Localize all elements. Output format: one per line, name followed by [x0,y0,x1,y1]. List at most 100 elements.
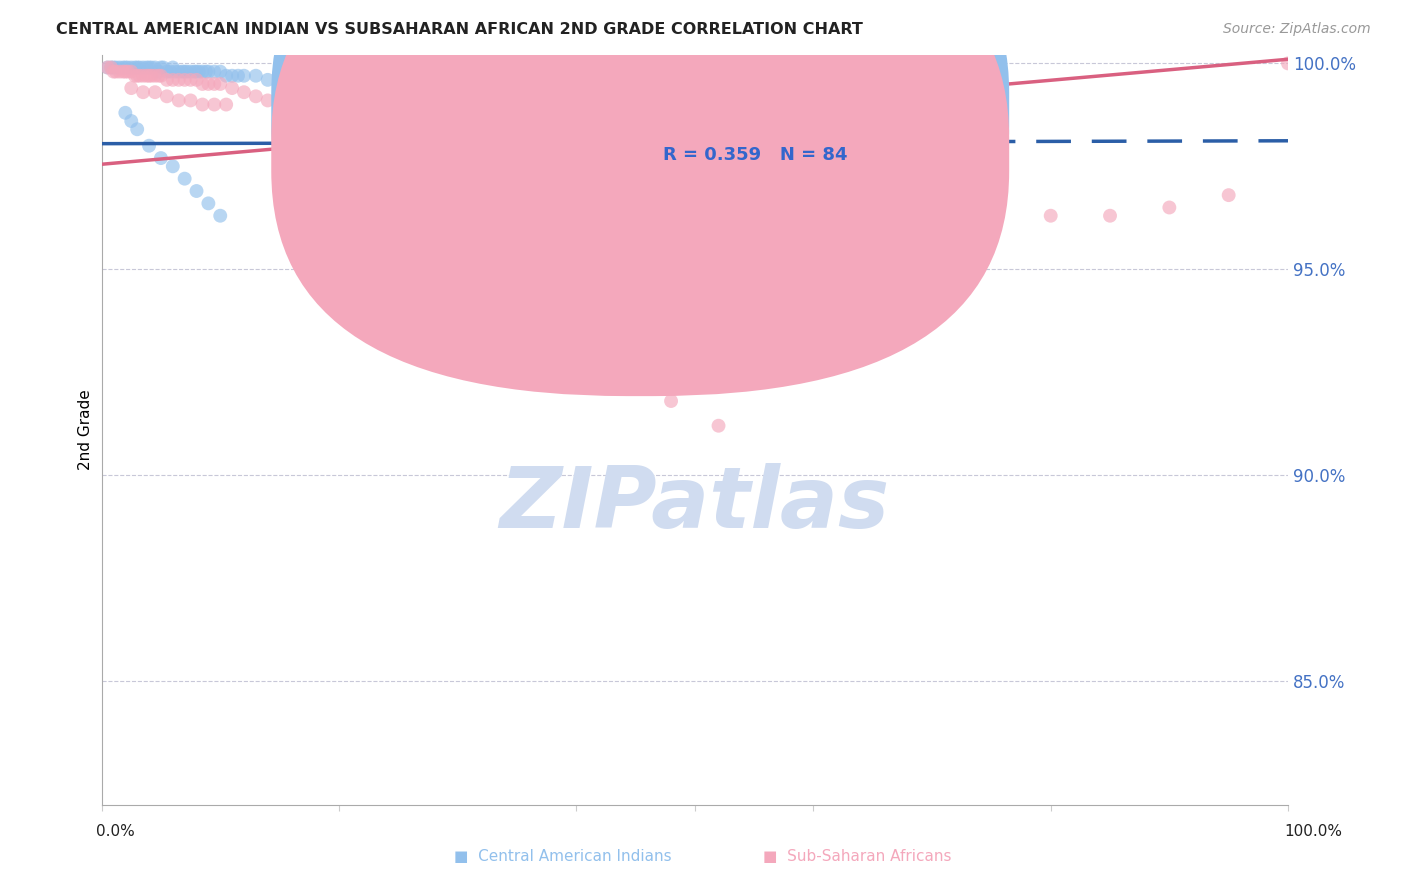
Point [156,73,179,87]
Point [120,114,142,128]
Point [215,69,238,83]
Point [221,69,243,83]
Point [245,89,267,103]
Point [980,201,1002,215]
Point [565,147,588,161]
Point [363,114,385,128]
Point [1277,56,1299,70]
Point [707,171,730,186]
Point [541,143,564,157]
Point [148,69,170,83]
Point [589,151,612,165]
Point [124,69,146,83]
Point [138,61,160,75]
Point [132,69,155,83]
Point [96,61,118,75]
Point [120,64,142,78]
Point [108,64,131,78]
Point [197,196,219,211]
Point [375,102,398,116]
Point [269,94,291,108]
Point [352,97,374,112]
Point [446,122,468,136]
Point [862,184,884,198]
Point [191,97,214,112]
Point [589,188,612,202]
Text: CENTRAL AMERICAN INDIAN VS SUBSAHARAN AFRICAN 2ND GRADE CORRELATION CHART: CENTRAL AMERICAN INDIAN VS SUBSAHARAN AF… [56,22,863,37]
FancyBboxPatch shape [271,0,1010,351]
Point [114,105,136,120]
Point [162,73,184,87]
Point [399,110,422,124]
Point [803,176,825,190]
Point [173,171,195,186]
Text: ■  Sub-Saharan Africans: ■ Sub-Saharan Africans [763,849,952,863]
Point [149,69,172,83]
Point [148,64,170,78]
Point [143,61,166,75]
Point [197,64,219,78]
Point [921,192,943,206]
Point [132,85,155,99]
Point [1159,201,1181,215]
FancyBboxPatch shape [612,74,868,197]
Point [423,118,446,132]
Point [292,81,315,95]
Point [100,61,122,75]
Point [183,64,205,78]
Point [280,97,302,112]
Point [541,180,564,194]
Point [458,130,481,145]
Point [352,110,374,124]
Point [636,159,658,173]
Point [683,168,706,182]
Point [565,147,588,161]
Point [245,69,267,83]
Point [176,64,198,78]
Point [613,155,636,169]
Point [127,69,149,83]
Point [434,127,457,141]
Point [482,135,505,149]
Point [180,94,202,108]
Text: R = 0.002   N = 78: R = 0.002 N = 78 [662,101,848,119]
Point [143,69,166,83]
Point [742,180,765,194]
Point [1218,188,1240,202]
Point [814,196,837,211]
Text: R = 0.359   N = 84: R = 0.359 N = 84 [662,145,848,164]
Point [141,61,163,75]
Point [209,209,232,223]
Text: Source: ZipAtlas.com: Source: ZipAtlas.com [1223,22,1371,37]
Point [180,64,202,78]
Point [233,85,256,99]
Point [187,64,209,78]
Point [127,61,149,75]
Point [156,89,179,103]
Point [215,97,238,112]
Point [446,127,468,141]
Point [173,73,195,87]
Point [167,64,190,78]
Point [707,418,730,433]
Point [143,85,166,99]
Point [292,102,315,116]
Point [202,77,225,91]
Point [167,73,190,87]
Point [104,64,127,78]
Point [138,138,160,153]
Point [156,64,179,78]
Point [1098,209,1121,223]
Point [470,130,492,145]
Point [506,138,529,153]
Point [124,61,146,75]
Point [149,151,172,165]
Text: ZIPatlas: ZIPatlas [499,463,890,546]
Point [159,64,181,78]
Point [613,151,636,165]
Point [209,77,232,91]
Point [149,61,172,75]
Point [120,61,142,75]
Point [96,61,118,75]
Point [162,159,184,173]
